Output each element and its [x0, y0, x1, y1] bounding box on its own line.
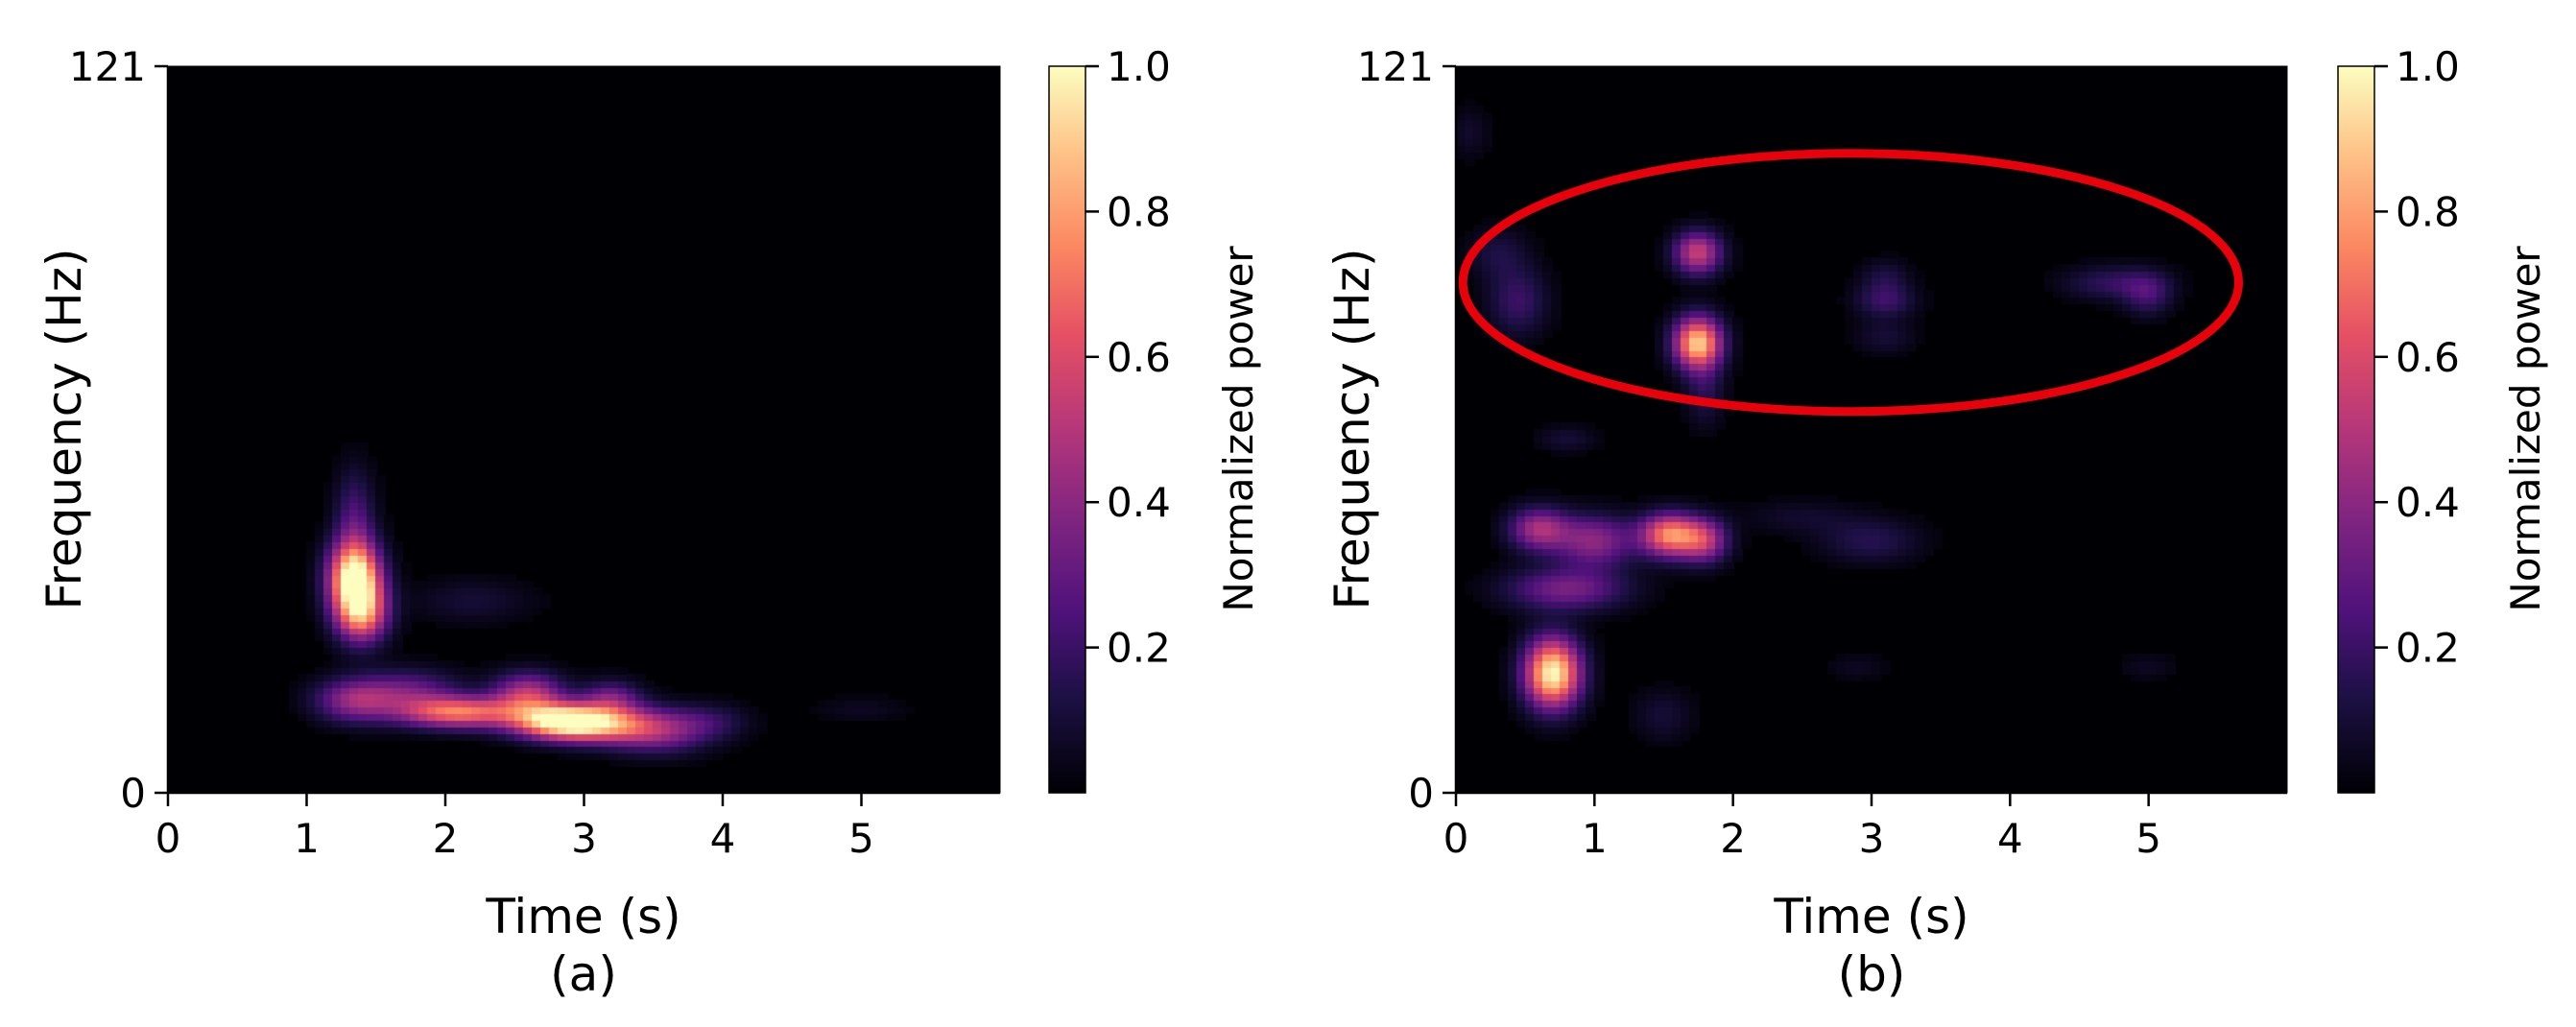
colorbar-tick-label: 0.4	[1107, 479, 1171, 526]
colorbar-a	[1048, 65, 1086, 794]
panel-b: 121 0 0 1 2 3 4 5 Time (s) Frequency (Hz) (b)…	[1324, 43, 2549, 1002]
heatmap-a	[168, 66, 1000, 793]
x-tick-label: 1	[1582, 815, 1608, 862]
y-tick-label-a-bottom: 0	[120, 770, 146, 817]
heatmap-b	[1456, 66, 2287, 793]
x-tick-label: 4	[1997, 815, 2023, 862]
x-tick-label: 3	[571, 815, 597, 862]
colorbar-tick-label: 1.0	[2396, 43, 2460, 90]
x-ticks-a: 0 1 2 3 4 5	[155, 793, 874, 862]
colorbar-tick-label: 0.6	[2396, 334, 2460, 381]
colorbar-tick-label: 0.2	[1107, 625, 1171, 672]
colorbar-tick-label: 0.8	[1107, 188, 1171, 235]
panel-a: 121 0 0 1 2 3 4 5 Time (s) Frequency (Hz) (a)…	[36, 43, 1262, 1002]
x-tick-label: 2	[1720, 815, 1746, 862]
x-tick-label: 0	[155, 815, 181, 862]
x-ticks-b: 0 1 2 3 4 5	[1443, 793, 2161, 862]
colorbar-tick-label: 0.4	[2396, 479, 2460, 526]
colorbar-label-a: Normalized power	[1215, 246, 1262, 612]
colorbar-tick-label: 1.0	[1107, 43, 1171, 90]
annotation-ellipse	[1458, 149, 2243, 417]
x-axis-label-b: Time (s)	[1773, 889, 1968, 944]
colorbar-b	[2337, 65, 2375, 794]
colorbar-tick-label: 0.8	[2396, 188, 2460, 235]
colorbar-tick-label: 0.6	[1107, 334, 1171, 381]
x-tick-label: 5	[2135, 815, 2161, 862]
colorbar-ticks-a: 0.2 0.4 0.6 0.8 1.0	[1085, 43, 1171, 672]
y-tick-label-b-top: 121	[1357, 43, 1434, 90]
y-tick-label-b-bottom: 0	[1408, 770, 1434, 817]
colorbar-tick-label: 0.2	[2396, 625, 2460, 672]
y-axis-label-b: Frequency (Hz)	[1324, 248, 1380, 609]
y-axis-label-a: Frequency (Hz)	[36, 248, 92, 609]
y-tick-label-a-top: 121	[69, 43, 146, 90]
colorbar-ticks-b: 0.2 0.4 0.6 0.8 1.0	[2374, 43, 2460, 672]
x-axis-label-a: Time (s)	[485, 889, 680, 944]
colorbar-label-b: Normalized power	[2502, 246, 2549, 612]
panel-label-a: (a)	[550, 946, 617, 1002]
panel-label-b: (b)	[1838, 946, 1906, 1002]
x-tick-label: 3	[1859, 815, 1885, 862]
x-tick-label: 2	[433, 815, 459, 862]
x-tick-label: 1	[294, 815, 320, 862]
x-tick-label: 5	[848, 815, 874, 862]
x-tick-label: 0	[1443, 815, 1469, 862]
x-tick-label: 4	[710, 815, 736, 862]
